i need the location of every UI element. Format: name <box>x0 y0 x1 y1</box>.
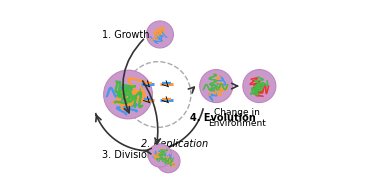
Circle shape <box>157 149 180 173</box>
Circle shape <box>200 70 233 103</box>
Text: 4. Evolution: 4. Evolution <box>190 113 256 123</box>
Circle shape <box>146 21 174 48</box>
Text: Change in
Environment: Change in Environment <box>208 108 266 128</box>
Circle shape <box>104 70 152 119</box>
Text: 2. Replication: 2. Replication <box>141 139 208 149</box>
Text: 3. Division: 3. Division <box>102 149 153 160</box>
Text: 1. Growth: 1. Growth <box>102 30 149 40</box>
Circle shape <box>243 70 276 103</box>
Circle shape <box>148 144 172 167</box>
